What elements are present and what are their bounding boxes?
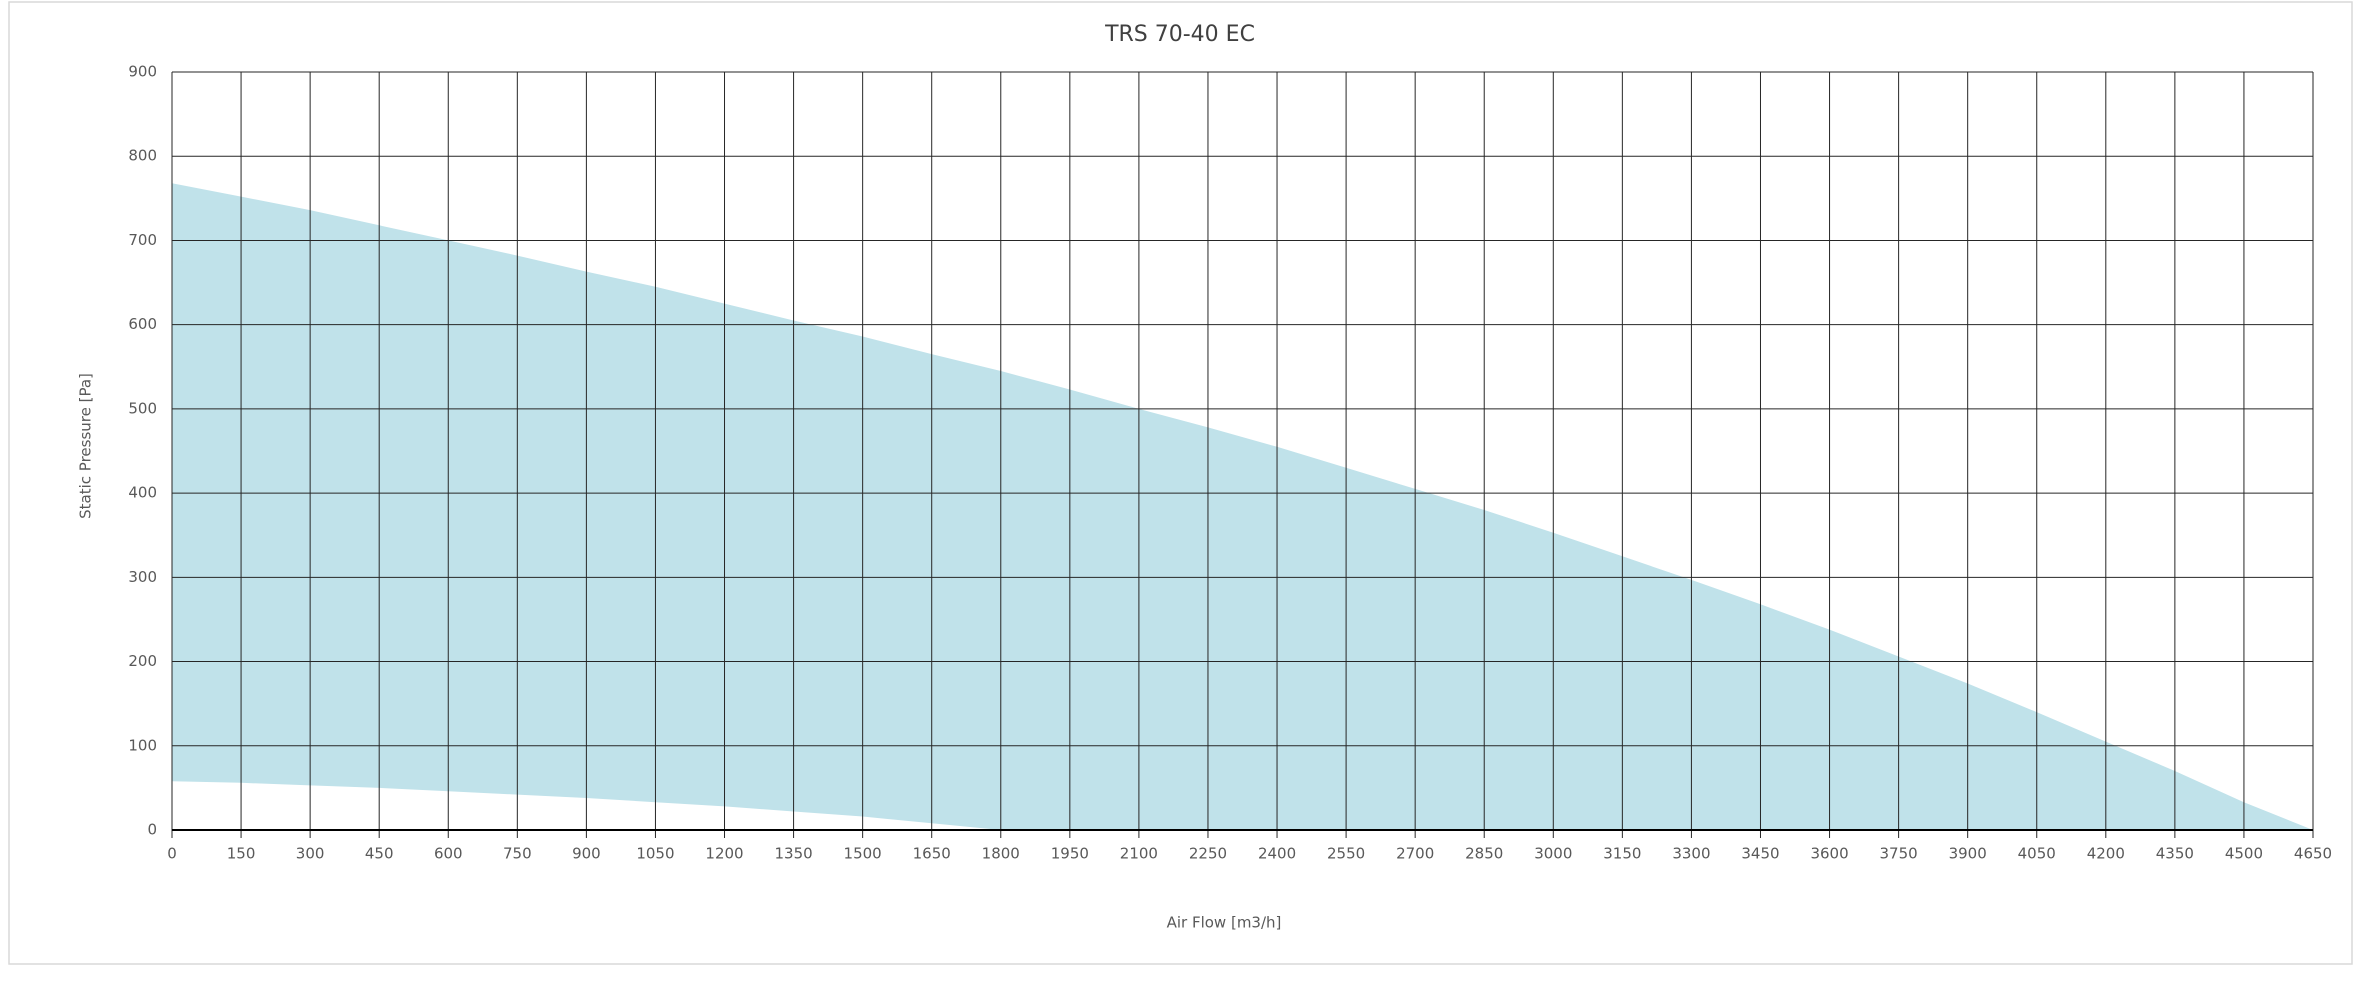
x-tick-label: 2550 [1327,845,1365,863]
x-tick-label: 750 [503,845,532,863]
y-tick-label: 700 [128,231,157,249]
y-tick-label: 800 [128,147,157,165]
x-tick-label: 4050 [2018,845,2056,863]
x-tick-label: 300 [296,845,325,863]
x-tick-label: 4200 [2087,845,2125,863]
x-tick-label: 1650 [913,845,951,863]
x-tick-label: 2850 [1465,845,1503,863]
x-tick-label: 1500 [844,845,882,863]
y-tick-label: 500 [128,399,157,417]
y-tick-label: 0 [147,821,157,839]
x-tick-label: 3450 [1741,845,1779,863]
x-tick-label: 900 [572,845,601,863]
x-tick-label: 1350 [774,845,812,863]
y-tick-label: 400 [128,484,157,502]
x-tick-label: 3900 [1949,845,1987,863]
y-tick-label: 100 [128,736,157,754]
x-tick-label: 2100 [1120,845,1158,863]
x-tick-label: 1200 [705,845,743,863]
y-axis-label: Static Pressure [Pa] [77,373,95,519]
x-tick-label: 450 [365,845,394,863]
x-tick-label: 0 [167,845,177,863]
x-tick-label: 2400 [1258,845,1296,863]
x-tick-label: 2700 [1396,845,1434,863]
x-tick-label: 3300 [1672,845,1710,863]
x-tick-label: 4650 [2294,845,2332,863]
x-tick-label: 1050 [636,845,674,863]
y-tick-label: 200 [128,652,157,670]
x-axis-label: Air Flow [m3/h] [1167,914,1282,932]
x-tick-label: 4500 [2225,845,2263,863]
x-tick-label: 3000 [1534,845,1572,863]
x-tick-label: 1800 [982,845,1020,863]
x-tick-label: 150 [227,845,256,863]
x-tick-label: 3600 [1810,845,1848,863]
x-tick-label: 600 [434,845,463,863]
x-tick-label: 3150 [1603,845,1641,863]
y-tick-label: 600 [128,315,157,333]
x-tick-label: 1950 [1051,845,1089,863]
x-tick-label: 4350 [2156,845,2194,863]
x-tick-label: 3750 [1880,845,1918,863]
chart-title: TRS 70-40 EC [1104,22,1255,47]
y-tick-label: 900 [128,63,157,81]
y-tick-label: 300 [128,568,157,586]
x-tick-label: 2250 [1189,845,1227,863]
area-band [172,183,2313,830]
